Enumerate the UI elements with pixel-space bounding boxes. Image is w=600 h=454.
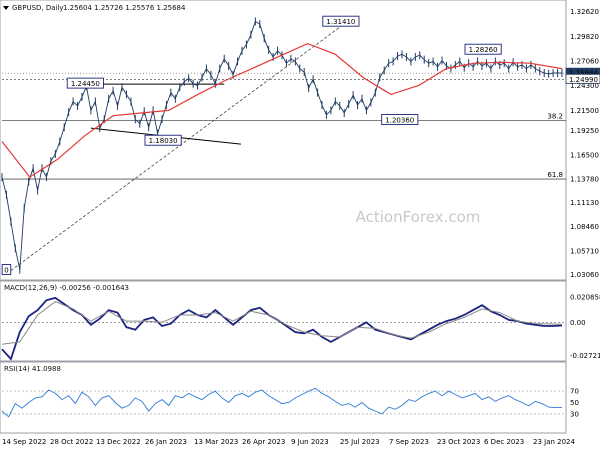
annotation-text: 1.18030	[149, 137, 178, 145]
symbol-title: GBPUSD, Daily 1.25604 1.25726 1.25576 1.…	[3, 4, 186, 12]
annotation-box	[464, 43, 502, 55]
annotation-label: 1.28260	[464, 43, 502, 55]
macd-panel-frame	[0, 280, 567, 362]
macd-tick-label: -0.027213	[570, 352, 600, 360]
x-tick-label: 14 Sep 2022	[2, 438, 46, 446]
x-tick-label: 13 Mar 2023	[194, 438, 238, 446]
annotation-text: 1.31410	[326, 18, 355, 26]
annotation-label: 1.24450	[66, 77, 104, 89]
macd-tick-label: 0.020858	[570, 293, 600, 301]
rsi-line	[1, 387, 562, 418]
annotation-label: 1.20360	[381, 114, 419, 125]
rsi-tick-label: 30	[570, 410, 579, 418]
price-annotations: 1.31410 1.24450 1.18030 1.20360 1.28260 0	[1, 15, 502, 275]
rsi-panel-frame	[0, 361, 567, 434]
fib-label: 61.8	[547, 171, 563, 179]
price-tick-label: 1.19250	[570, 127, 599, 135]
fibonacci-levels: 38.2 61.8	[2, 113, 566, 180]
badge-text: 1.25684	[569, 70, 598, 78]
annotation-label: 0	[1, 264, 12, 275]
annotation-label: 1.31410	[322, 15, 360, 27]
price-y-axis: 1.32620 1.29820 1.27060 1.24300 1.21500 1.192…	[570, 8, 599, 279]
fib-label: 38.2	[547, 113, 563, 121]
x-tick-label: 6 Dec 2023	[484, 438, 524, 446]
macd-line	[1, 296, 563, 361]
price-tick-label: 1.27060	[570, 57, 599, 65]
price-tick-label: 1.08460	[570, 223, 599, 231]
x-tick-label: 28 Oct 2022	[50, 438, 93, 446]
macd-signal-line	[1, 301, 563, 345]
annotation-text: 1.20360	[385, 117, 414, 125]
x-tick-label: 23 Oct 2023	[437, 438, 480, 446]
x-tick-label: 26 Jan 2023	[145, 438, 187, 446]
badge-bg	[565, 73, 600, 84]
annotation-box	[144, 134, 182, 146]
price-tick-label: 1.32620	[570, 8, 599, 16]
price-tick-label: 1.05710	[570, 247, 599, 255]
x-tick-label: 7 Sep 2023	[389, 438, 429, 446]
annotation-box	[381, 114, 419, 125]
symbol-marker-icon	[3, 6, 9, 10]
moving-average-line	[1, 42, 563, 178]
x-axis: 14 Sep 2022 28 Oct 2022 13 Dec 2022 26 Jan …	[2, 438, 576, 446]
x-tick-label: 9 Jun 2023	[291, 438, 329, 446]
annotation-text: 1.24450	[71, 80, 100, 88]
price-tick-label: 1.21500	[570, 107, 599, 115]
price-tick-label: 1.24300	[570, 82, 599, 90]
ohlc-values: 1.25604 1.25726 1.25576 1.25684	[63, 4, 186, 12]
annotation-text: 1.28260	[469, 46, 498, 54]
annotation-box	[66, 77, 104, 89]
price-tick-label: 1.16500	[570, 151, 599, 159]
price-tick-label: 1.29820	[570, 33, 599, 41]
dashed-trendline	[10, 21, 347, 271]
annotation-text: 0	[4, 267, 8, 275]
badge-text: 1.24990	[569, 76, 598, 84]
annotation-box	[1, 264, 12, 275]
x-tick-label: 23 Jan 2024	[533, 438, 576, 446]
x-tick-label: 26 Apr 2023	[242, 438, 285, 446]
x-tick-label: 13 Dec 2022	[96, 438, 141, 446]
rsi-label: RSI(14) 41.0988	[4, 365, 61, 373]
support-line	[2, 72, 566, 80]
price-series	[1, 17, 563, 274]
macd-series	[1, 296, 566, 361]
watermark: ActionForex.com	[356, 208, 481, 226]
annotation-label: 1.18030	[144, 134, 182, 146]
price-tick-label: 1.11130	[570, 199, 599, 207]
price-tick-label: 1.13780	[570, 176, 599, 184]
rsi-y-axis: 70 50 30	[570, 388, 579, 419]
macd-y-axis: 0.020858 0.00 -0.027213	[570, 293, 600, 360]
rsi-tick-label: 50	[570, 399, 579, 407]
support-price-badge: 1.24990	[565, 73, 600, 84]
price-panel-frame	[0, 0, 567, 281]
x-tick-label: 25 Jul 2023	[340, 438, 380, 446]
annotation-box	[322, 15, 360, 27]
symbol-label: GBPUSD, Daily	[12, 4, 64, 12]
macd-label: MACD(12,26,9) -0.00256 -0.001643	[4, 284, 129, 292]
rsi-series	[1, 387, 566, 418]
macd-tick-label: 0.00	[570, 319, 586, 327]
rsi-tick-label: 70	[570, 388, 579, 396]
price-tick-label: 1.03060	[570, 271, 599, 279]
